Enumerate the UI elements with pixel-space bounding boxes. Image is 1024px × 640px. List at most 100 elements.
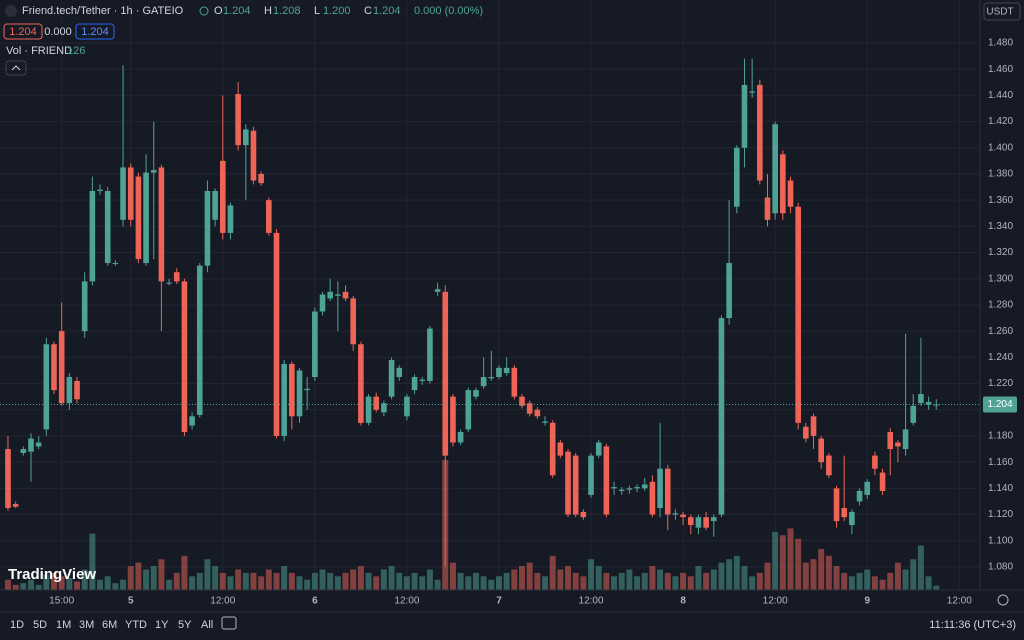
- volume-bar: [848, 576, 855, 590]
- volume-bar: [12, 584, 19, 590]
- candle-body: [734, 147, 740, 207]
- candle-body: [289, 363, 295, 417]
- x-tick-label: 12:00: [210, 596, 235, 607]
- candle-body: [872, 455, 878, 469]
- candle-body: [166, 282, 172, 284]
- y-tick-label: 1.280: [988, 300, 1013, 311]
- candle-body: [266, 200, 272, 233]
- y-tick-label: 1.120: [988, 509, 1013, 520]
- range-button[interactable]: 5D: [33, 619, 47, 631]
- symbol-icon: [5, 5, 17, 17]
- candle-body: [565, 451, 571, 515]
- volume-bar: [434, 579, 441, 590]
- candle-body: [173, 272, 180, 282]
- volume-bar: [802, 562, 809, 590]
- volume-bar: [695, 566, 702, 590]
- candles: [5, 58, 940, 567]
- volume-bar: [311, 572, 318, 590]
- volume-bar: [534, 572, 541, 590]
- y-tick-label: 1.440: [988, 90, 1013, 101]
- volume-bar: [726, 559, 733, 590]
- volume-bar: [319, 569, 326, 590]
- candle-body: [710, 517, 717, 522]
- candle-body: [81, 281, 88, 332]
- candle-body: [135, 176, 142, 260]
- volume-bar: [902, 569, 909, 590]
- candle-body: [342, 291, 349, 299]
- candle-body: [703, 517, 709, 528]
- candle-body: [58, 331, 65, 404]
- candle-body: [810, 416, 817, 436]
- candle-body: [388, 359, 395, 397]
- candle-body: [664, 468, 671, 515]
- candle-body: [219, 160, 226, 233]
- range-button[interactable]: 6M: [102, 619, 117, 631]
- y-tick-label: 1.100: [988, 535, 1013, 546]
- clock: 11:11:36 (UTC+3): [929, 619, 1016, 631]
- settings-icon[interactable]: [997, 594, 1009, 606]
- date-range-icon[interactable]: [221, 616, 237, 630]
- candle-body: [204, 190, 211, 266]
- candle-body: [526, 403, 533, 414]
- candle-body: [12, 504, 19, 507]
- range-button[interactable]: 1D: [10, 619, 24, 631]
- volume-bar: [526, 562, 533, 590]
- bid-box[interactable]: [3, 23, 43, 40]
- y-tick-label: 1.300: [988, 273, 1013, 284]
- range-button[interactable]: 5Y: [178, 619, 192, 631]
- ask-box[interactable]: [75, 23, 115, 40]
- volume-bar: [787, 528, 794, 590]
- toolbar: 1D 5D 1M 3M 6M YTD 1Y 5Y All: [10, 619, 213, 631]
- collapse-button[interactable]: [5, 60, 27, 76]
- volume-bar: [196, 572, 203, 590]
- x-tick-label: 7: [496, 596, 502, 607]
- candle-body: [634, 487, 640, 489]
- candle-body: [212, 190, 218, 220]
- volume-bar: [495, 576, 502, 590]
- range-button[interactable]: YTD: [125, 619, 147, 631]
- volume-bar: [127, 566, 134, 590]
- volume-bar: [89, 533, 96, 590]
- range-button[interactable]: All: [201, 619, 213, 631]
- candle-body: [787, 180, 794, 207]
- ohlc-key: H: [264, 5, 272, 17]
- volume-bar: [887, 572, 894, 590]
- volume-bar: [779, 535, 786, 590]
- volume-bar: [879, 579, 886, 590]
- range-button[interactable]: 1M: [56, 619, 71, 631]
- range-button[interactable]: 1Y: [155, 619, 169, 631]
- candle-body: [158, 167, 165, 282]
- volume-bar: [733, 555, 740, 590]
- volume-bar: [864, 569, 871, 590]
- ask: 1.204: [81, 26, 109, 38]
- volume-bar: [472, 572, 479, 590]
- y-tick-label: 1.180: [988, 431, 1013, 442]
- candle-body: [580, 511, 587, 518]
- y-tick-label: 1.340: [988, 221, 1013, 232]
- volume-bar: [841, 572, 848, 590]
- volume-bar: [135, 562, 142, 590]
- candle-body: [542, 421, 548, 423]
- volume-bar: [51, 572, 58, 590]
- candle-body: [841, 507, 848, 518]
- candle-body: [511, 367, 518, 397]
- candle-body: [902, 429, 909, 450]
- candle-body: [43, 344, 50, 430]
- volume-bar: [20, 583, 27, 590]
- volume-bar: [304, 579, 311, 590]
- volume-bar: [143, 569, 150, 590]
- range-button[interactable]: 3M: [79, 619, 94, 631]
- candle-body: [918, 394, 924, 404]
- y-tick-label: 1.460: [988, 64, 1013, 75]
- volume-bar: [403, 576, 410, 590]
- currency-button[interactable]: [983, 2, 1021, 21]
- candle-body: [818, 438, 824, 463]
- volume-bar: [542, 576, 549, 590]
- vol-label: Vol · FRIEND: [6, 45, 72, 57]
- candle-body: [127, 167, 134, 220]
- candle-body: [910, 405, 917, 423]
- volume-bar: [672, 576, 679, 590]
- candle-body: [603, 446, 610, 515]
